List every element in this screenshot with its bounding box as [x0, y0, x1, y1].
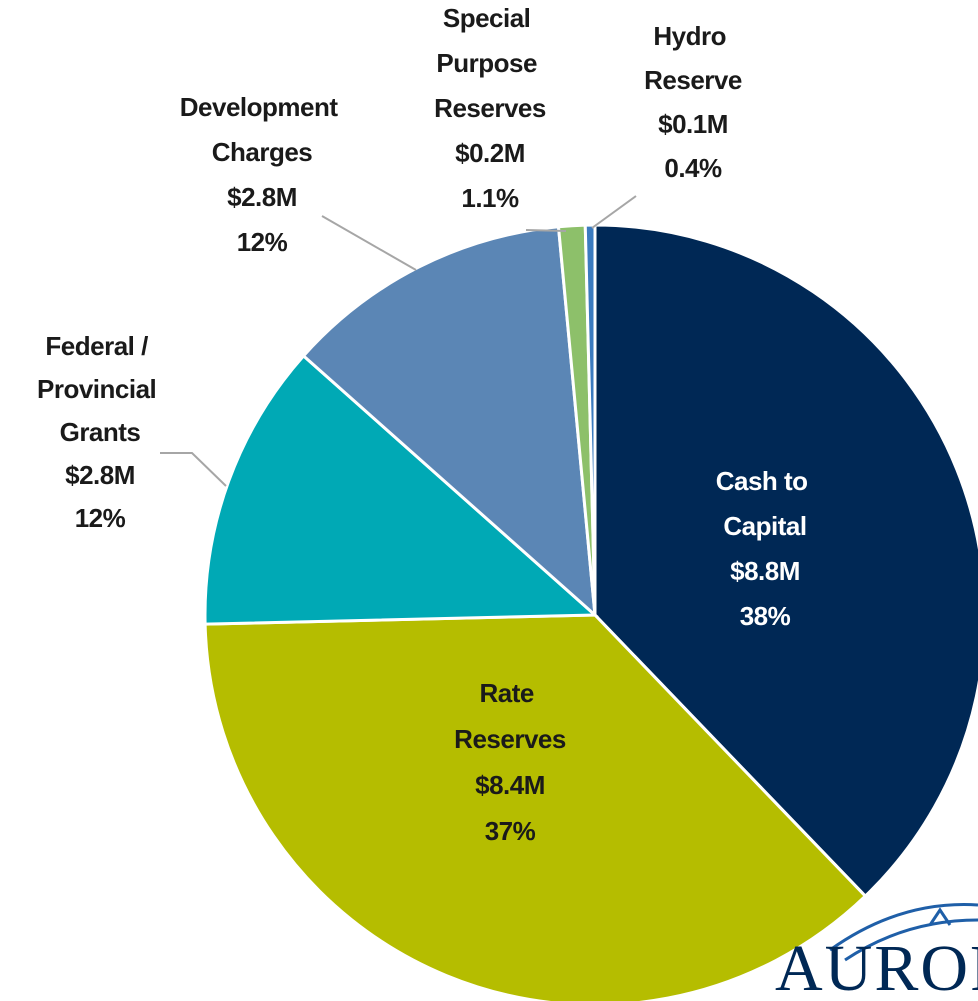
- category-label: Federal / Provincial Grants: [37, 331, 163, 447]
- logo-mark: [829, 903, 978, 962]
- value-label: 12%: [237, 227, 288, 257]
- amount-label: $8.4M: [475, 770, 545, 800]
- amount-label: $2.8M: [65, 460, 135, 490]
- leader-line: [321, 215, 417, 271]
- amount-label: $0.2M: [455, 138, 525, 168]
- category-label: Development Charges: [180, 92, 345, 167]
- slice-label: Federal / Provincial Grants $2.8M 12%: [37, 331, 164, 533]
- slice-label: Special Purpose Reserves $0.2M 1.1%: [434, 3, 546, 213]
- logo-text: AURORA: [775, 932, 978, 1001]
- pie: [203, 223, 978, 1001]
- pie-slice: [203, 613, 868, 1001]
- value-label: 37%: [485, 816, 536, 846]
- category-label: Hydro Reserve: [644, 21, 742, 95]
- leader-line: [591, 195, 637, 229]
- leader-line: [525, 229, 567, 232]
- value-label: 38%: [740, 601, 791, 631]
- category-label: Rate Reserves: [454, 678, 566, 754]
- value-label: 0.4%: [664, 153, 722, 183]
- slice-label: Rate Reserves $8.4M 37%: [454, 678, 566, 846]
- slice-label: Cash to Capital $8.8M 38%: [716, 466, 815, 631]
- leader-lines: [160, 195, 637, 487]
- category-label: Special Purpose Reserves: [434, 3, 546, 123]
- leader-line: [160, 452, 227, 487]
- amount-label: $2.8M: [227, 182, 297, 212]
- amount-label: $0.1M: [658, 109, 728, 139]
- slice-label: Hydro Reserve $0.1M 0.4%: [644, 21, 742, 183]
- pie-slice: [593, 223, 978, 899]
- amount-label: $8.8M: [730, 556, 800, 586]
- value-label: 12%: [75, 503, 126, 533]
- pie-slice: [203, 353, 599, 626]
- category-label: Cash to Capital: [716, 466, 815, 541]
- value-label: 1.1%: [461, 183, 519, 213]
- slice-label: Development Charges $2.8M 12%: [180, 92, 345, 257]
